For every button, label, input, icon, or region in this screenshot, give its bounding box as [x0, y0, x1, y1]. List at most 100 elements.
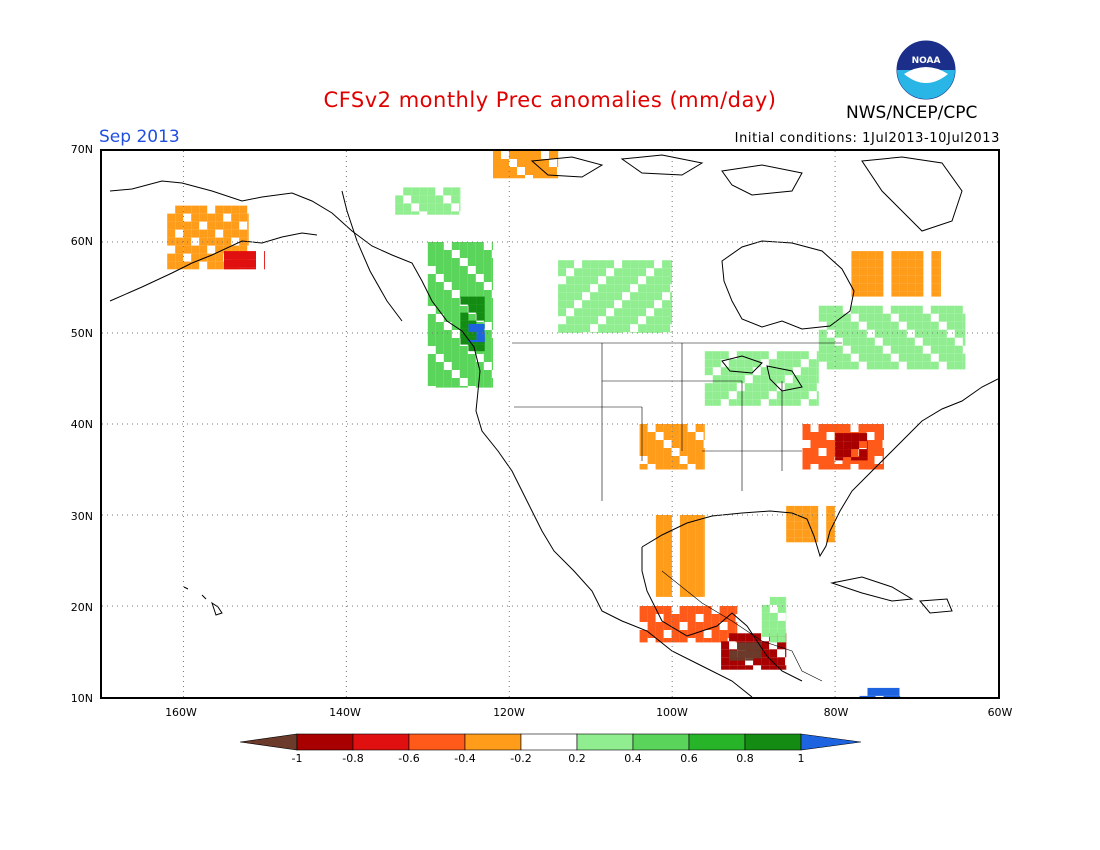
anomaly-cell	[476, 304, 485, 313]
anomaly-cell	[891, 251, 900, 260]
anomaly-cell	[777, 628, 786, 637]
anomaly-cell	[491, 378, 493, 386]
anomaly-cell	[566, 300, 575, 309]
anomaly-cell	[776, 399, 785, 406]
anomaly-cell	[248, 251, 256, 260]
anomaly-cell	[590, 300, 599, 309]
anomaly-cell	[712, 359, 721, 368]
anomaly-yukon-wet	[395, 187, 461, 215]
anomaly-cell	[630, 300, 639, 309]
anomaly-cell	[826, 521, 835, 530]
anomaly-cell	[835, 441, 844, 450]
colorbar-label-2: -0.6	[398, 752, 420, 765]
anomaly-cell	[427, 242, 436, 250]
anomaly-cell	[671, 432, 680, 440]
anomaly-cell	[427, 195, 436, 204]
anomaly-cell	[427, 290, 436, 298]
anomaly-cell	[962, 313, 966, 322]
lon-label-60w: 60W	[987, 706, 1013, 719]
anomaly-cell	[557, 175, 559, 179]
anomaly-cell	[810, 513, 819, 522]
anomaly-cell	[175, 253, 184, 262]
anomaly-cell	[622, 316, 631, 325]
anomaly-cell	[533, 151, 541, 159]
anomaly-cell	[768, 367, 777, 376]
anomaly-cell	[483, 346, 492, 354]
anomaly-cell	[891, 259, 900, 268]
anomaly-cell	[549, 167, 557, 175]
anomaly-cell	[859, 267, 868, 276]
anomaly-cell	[476, 344, 485, 352]
anomaly-cell	[875, 259, 884, 268]
anomaly-cell	[954, 321, 963, 330]
anomaly-cell	[712, 399, 721, 406]
lon-label-140w: 140W	[329, 706, 361, 719]
anomaly-cell	[695, 448, 704, 456]
anomaly-cell	[663, 579, 672, 587]
anomaly-cell	[761, 604, 770, 613]
anomaly-cell	[232, 251, 240, 260]
anomaly-cell	[922, 329, 931, 338]
anomaly-cell	[670, 332, 673, 333]
anomaly-cell	[451, 242, 460, 250]
anomaly-cell	[703, 595, 705, 597]
anomaly-cell	[459, 203, 461, 212]
anomaly-cell	[224, 259, 232, 268]
anomaly-cell	[451, 282, 460, 290]
anomaly-cell	[875, 251, 884, 260]
anomaly-cell	[491, 322, 493, 330]
anomaly-cell	[411, 211, 420, 215]
anomaly-cell	[874, 448, 883, 456]
anomaly-cell	[792, 391, 801, 400]
anomaly-cell	[808, 359, 817, 368]
anomaly-cell	[736, 399, 745, 406]
anomaly-cell	[851, 275, 860, 284]
initial-conditions: Initial conditions: 1Jul2013-10Jul2013	[734, 131, 1000, 146]
anomaly-cell	[938, 305, 947, 314]
anomaly-cell	[451, 266, 460, 274]
anomaly-cell	[541, 159, 549, 167]
anomaly-cell	[769, 596, 778, 605]
logo-text: NOAA	[912, 56, 941, 66]
anomaly-cell	[639, 638, 648, 643]
anomaly-cell	[882, 321, 891, 330]
anomaly-cell	[663, 432, 672, 440]
anomaly-cell	[891, 283, 900, 292]
lat-label-20n: 20N	[70, 601, 93, 614]
anomaly-cell	[223, 229, 232, 238]
anomaly-cell	[646, 284, 655, 293]
anomaly-cell	[946, 361, 955, 370]
anomaly-cell	[784, 351, 793, 360]
anomaly-cell	[761, 642, 762, 651]
anomaly-cell	[239, 229, 248, 238]
anomaly-cell	[931, 267, 940, 276]
colorbar-label-3: -0.4	[454, 752, 476, 765]
anomaly-cell	[695, 571, 704, 579]
anomaly-cell	[662, 308, 671, 317]
anomaly-cell	[679, 614, 688, 622]
anomaly-cell	[630, 332, 639, 333]
anomaly-cell	[810, 529, 819, 538]
anomaly-cell	[679, 579, 688, 587]
anomaly-cell	[647, 622, 656, 630]
colorbar-swatch-m1	[296, 733, 354, 751]
anomaly-cell	[874, 313, 883, 322]
anomaly-cell	[451, 258, 460, 266]
anomaly-cell	[736, 391, 745, 400]
anomaly-cell	[435, 282, 444, 290]
colorbar-label-7: 0.6	[680, 752, 698, 765]
anomaly-caribbean-wet	[859, 687, 901, 697]
anomaly-labrador-dry	[851, 251, 941, 297]
anomaly-cell	[695, 638, 704, 643]
anomaly-cell	[826, 337, 835, 346]
anomaly-cell	[671, 630, 680, 638]
anomaly-cell	[776, 391, 785, 400]
anomaly-cell	[646, 292, 655, 301]
anomaly-cell	[435, 290, 444, 298]
colorbar-right-arrow	[800, 733, 862, 751]
anomaly-cell	[639, 606, 648, 614]
anomaly-cell	[703, 614, 712, 622]
anomaly-cell	[475, 266, 484, 274]
anomaly-cell	[435, 266, 444, 274]
anomaly-cell	[670, 300, 673, 309]
